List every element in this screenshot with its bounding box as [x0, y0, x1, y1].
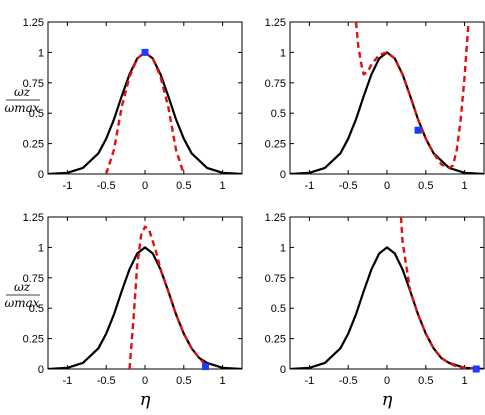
y-tick-label: 1 — [280, 242, 286, 254]
panel-top-left: -1 -0.5 0 0.5 1 0 0.25 0.5 0.75 1 1.25 ωz ωmax — [4, 17, 243, 192]
x-tick-label: -0.5 — [339, 180, 358, 192]
plot-area — [48, 225, 242, 369]
y-tick-label: 0 — [38, 364, 44, 376]
y-tick-label: 0.75 — [265, 78, 286, 90]
plot-area — [290, 22, 484, 174]
plot-area — [290, 217, 484, 369]
y-tick-label: 0.25 — [23, 334, 44, 346]
x-axis-label: η — [382, 389, 393, 410]
y-tick-label: 1 — [280, 47, 286, 59]
y-tick-label: 0.25 — [265, 139, 286, 151]
x-tick-label: -1 — [63, 180, 73, 192]
y-tick-label: 0.75 — [265, 273, 286, 285]
y-tick-label: 0.75 — [23, 78, 44, 90]
y-tick-label: 1 — [38, 47, 44, 59]
y-axis-label: ωz ωmax — [4, 85, 40, 115]
axes-frame — [47, 216, 243, 370]
y-tick-label: 0 — [280, 364, 286, 376]
y-tick-label: 1.25 — [23, 17, 44, 29]
panel-bottom-right: -1 -0.5 0 0.5 1 0 0.25 0.5 0.75 1 1.25 η — [265, 212, 485, 410]
y-tick-label: 1.25 — [265, 212, 286, 224]
y-tick-label: 0 — [38, 169, 44, 181]
y-tick-label: 0.25 — [23, 139, 44, 151]
marker-square — [414, 126, 422, 134]
y-tick-label: 0.5 — [271, 108, 286, 120]
dashed-curve — [354, 22, 470, 170]
x-tick-label: 1 — [220, 375, 226, 387]
y-tick-label: 0.5 — [271, 303, 286, 315]
y-label-numerator: ωz — [14, 85, 31, 99]
y-tick-label: 1 — [38, 242, 44, 254]
x-tick-label: 0.5 — [176, 180, 191, 192]
y-tick-label: 0.5 — [29, 108, 44, 120]
x-tick-label: 0.5 — [418, 180, 433, 192]
x-tick-label: 0.5 — [418, 375, 433, 387]
x-tick-label: 0 — [142, 180, 148, 192]
axes-frame — [47, 21, 243, 175]
y-tick-label: 1.25 — [265, 17, 286, 29]
x-axis-label: η — [140, 389, 151, 410]
marker-square — [472, 365, 480, 373]
axes-frame — [289, 21, 485, 175]
x-tick-label: 1 — [462, 180, 468, 192]
y-tick-label: 0.25 — [265, 334, 286, 346]
y-tick-label: 0.5 — [29, 303, 44, 315]
solid-curve — [290, 51, 484, 174]
x-tick-label: 1 — [462, 375, 468, 387]
x-tick-label: -1 — [305, 375, 315, 387]
x-tick-label: -0.5 — [97, 180, 116, 192]
dashed-curve — [128, 225, 208, 369]
y-label-numerator: ωz — [14, 280, 31, 294]
x-tick-label: 1 — [220, 180, 226, 192]
marker-square — [141, 48, 149, 56]
y-tick-label: 0.75 — [23, 273, 44, 285]
y-label-denominator: ωmax — [4, 101, 39, 115]
y-label-denominator: ωmax — [4, 296, 39, 310]
x-tick-label: -0.5 — [339, 375, 358, 387]
x-tick-label: 0 — [142, 375, 148, 387]
x-tick-label: -1 — [305, 180, 315, 192]
dashed-curve — [399, 217, 477, 369]
panel-bottom-left: -1 -0.5 0 0.5 1 0 0.25 0.5 0.75 1 1.25 η ωz ωmax — [4, 212, 243, 410]
y-axis-label: ωz ωmax — [4, 280, 40, 310]
x-tick-label: 0.5 — [176, 375, 191, 387]
y-tick-label: 1.25 — [23, 212, 44, 224]
x-tick-label: -0.5 — [97, 375, 116, 387]
solid-curve — [290, 246, 484, 369]
x-tick-label: 0 — [384, 180, 390, 192]
dashed-curve — [105, 51, 185, 174]
axes-frame — [289, 216, 485, 370]
panel-top-right: -1 -0.5 0 0.5 1 0 0.25 0.5 0.75 1 1.25 — [265, 17, 485, 192]
x-tick-label: -1 — [63, 375, 73, 387]
y-tick-label: 0 — [280, 169, 286, 181]
marker-square — [202, 363, 210, 371]
x-tick-label: 0 — [384, 375, 390, 387]
